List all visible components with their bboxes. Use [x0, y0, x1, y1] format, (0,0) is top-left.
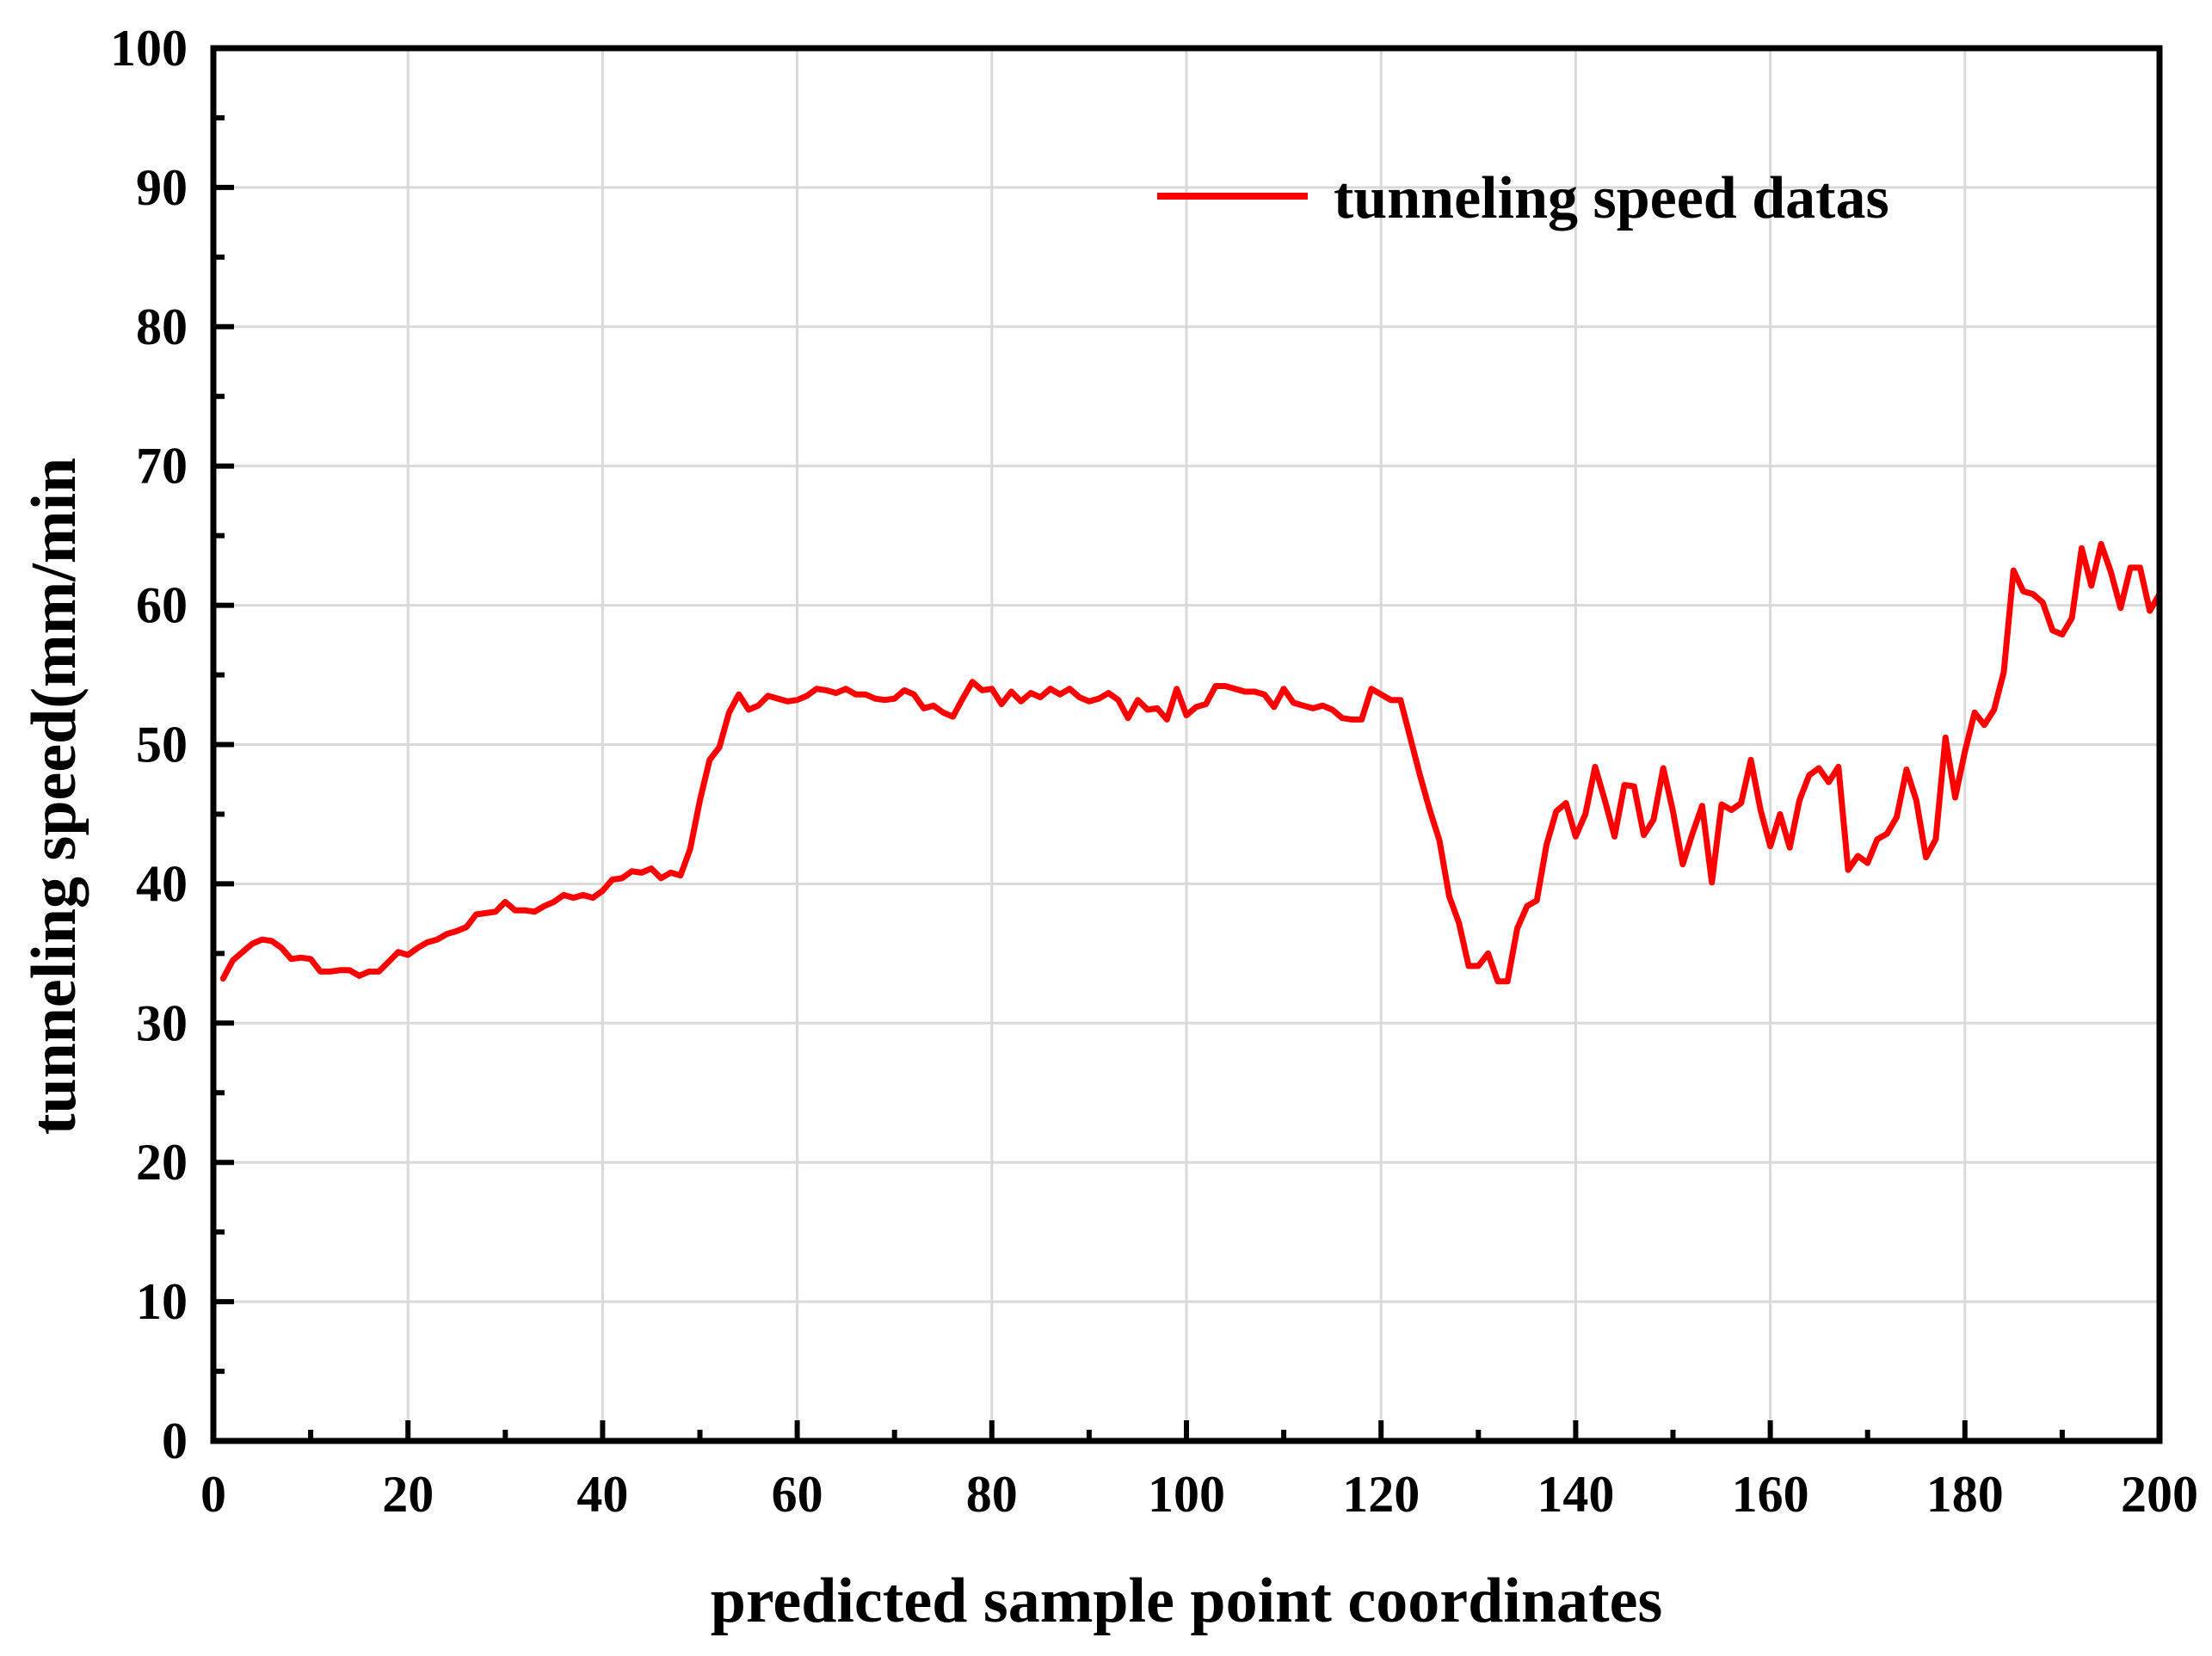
y-tick-label: 100 — [110, 20, 188, 77]
x-axis-title: predicted sample point coordinates — [711, 1566, 1663, 1636]
x-tick-label: 160 — [1732, 1466, 1809, 1523]
x-tick-label: 100 — [1148, 1466, 1225, 1523]
x-tick-label: 0 — [200, 1466, 226, 1523]
x-tick-label: 180 — [1926, 1466, 2004, 1523]
y-tick-label: 50 — [136, 717, 188, 773]
x-tick-label: 20 — [382, 1466, 434, 1523]
y-tick-label: 70 — [136, 438, 188, 495]
x-tick-label: 200 — [2121, 1466, 2198, 1523]
y-tick-label: 0 — [162, 1413, 188, 1469]
series-line-0 — [219, 540, 2163, 985]
y-tick-label: 30 — [136, 994, 188, 1051]
y-tick-label: 60 — [136, 577, 188, 634]
axes — [210, 45, 2163, 1444]
x-tick-label: 120 — [1342, 1466, 1420, 1523]
x-tick-label: 80 — [966, 1466, 1018, 1523]
x-tick-label: 60 — [772, 1466, 823, 1523]
x-tick-label: 40 — [576, 1466, 628, 1523]
y-axis-title: tunneling speed(mm/min — [19, 458, 89, 1135]
tick-labels: 0 20 40 60 80 100 120 140 160 180 200 0 10 20 30 40 50 60… — [110, 20, 2198, 1523]
legend-label: tunneling speed datas — [1334, 165, 1889, 231]
y-tick-label: 80 — [136, 299, 188, 355]
y-tick-label: 90 — [136, 159, 188, 216]
x-tick-label: 140 — [1537, 1466, 1614, 1523]
y-tick-label: 20 — [136, 1134, 188, 1191]
grid — [213, 48, 2160, 1441]
series-layer — [219, 540, 2163, 985]
legend: tunneling speed datas — [1157, 165, 1889, 231]
y-tick-label: 40 — [136, 855, 188, 912]
y-tick-label: 10 — [136, 1273, 188, 1330]
